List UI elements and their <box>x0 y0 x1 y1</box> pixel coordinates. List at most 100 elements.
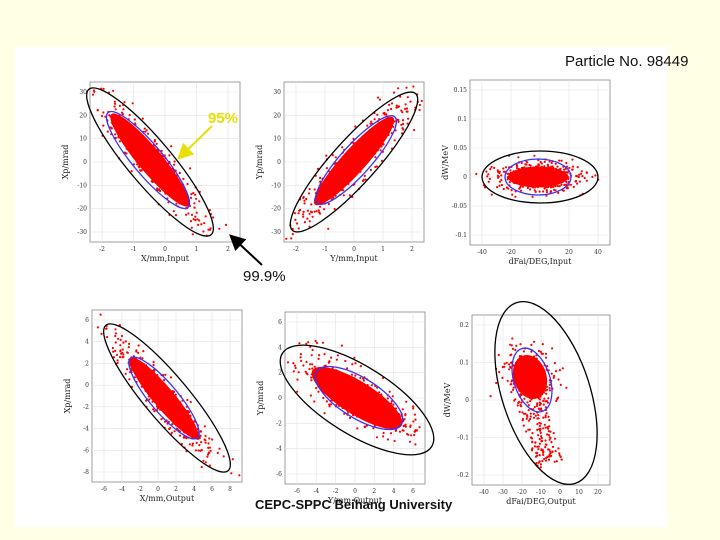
particle-point <box>310 203 313 206</box>
particle-point <box>106 130 109 133</box>
x-tick-label: 0 <box>558 489 562 496</box>
particle-point <box>302 213 305 216</box>
particle-point <box>392 403 395 406</box>
particle-point <box>163 379 166 382</box>
particle-point <box>519 343 522 346</box>
particle-point <box>297 371 300 374</box>
particle-point <box>189 167 192 170</box>
particle-point <box>547 458 551 461</box>
particle-point <box>390 102 394 105</box>
particle-point <box>145 399 148 402</box>
y-tick-label: 0.1 <box>457 116 467 123</box>
particle-point <box>189 400 192 404</box>
particle-point <box>192 218 195 221</box>
particle-point <box>553 188 556 192</box>
particle-point <box>525 430 528 433</box>
particle-point <box>555 399 558 403</box>
particle-point <box>557 378 560 381</box>
particle-point <box>526 401 529 404</box>
particle-point <box>238 474 241 477</box>
particle-point <box>543 187 546 190</box>
particle-point <box>537 164 541 167</box>
particle-point <box>539 431 542 434</box>
particle-point <box>575 179 578 183</box>
particle-point <box>561 367 564 370</box>
particle-point <box>554 450 557 453</box>
y-tick-label: 0 <box>465 397 469 404</box>
particle-point <box>100 115 104 118</box>
particle-point <box>395 106 398 109</box>
particle-point <box>126 368 129 371</box>
particle-point <box>539 463 543 466</box>
particle-point <box>538 190 541 193</box>
y-tick-label: 2 <box>85 360 89 367</box>
particle-point <box>525 417 528 420</box>
particle-point <box>509 169 512 172</box>
particle-point <box>194 215 197 218</box>
particle-point <box>354 374 357 377</box>
particle-point <box>541 343 544 346</box>
particle-point <box>500 174 503 177</box>
particle-point <box>520 161 523 165</box>
particle-point <box>306 209 309 212</box>
particle-point <box>198 200 201 203</box>
particle-point <box>105 327 108 330</box>
particle-point <box>544 439 547 442</box>
particle-point <box>178 434 182 437</box>
particle-point <box>194 193 197 196</box>
particle-point <box>197 449 200 452</box>
particle-point <box>307 192 311 195</box>
ellipse-99-9-percent <box>103 323 231 473</box>
particle-point <box>106 335 109 339</box>
particle-point <box>123 101 126 104</box>
particle-point <box>342 194 345 197</box>
particle-point <box>540 162 544 165</box>
particle-point <box>309 394 312 397</box>
particle-point <box>114 136 117 140</box>
particle-point <box>547 427 550 430</box>
particle-point <box>382 435 385 438</box>
particle-point <box>541 459 544 463</box>
particle-point <box>293 364 297 367</box>
particle-point <box>412 85 415 88</box>
particle-point <box>374 156 377 159</box>
particle-point <box>118 104 121 107</box>
particle-point <box>581 175 584 178</box>
particle-point <box>204 461 207 464</box>
particle-point <box>413 128 416 132</box>
particle-point <box>114 328 117 331</box>
particle-point <box>116 359 119 362</box>
particle-point <box>556 184 559 188</box>
particle-point <box>534 414 537 417</box>
particle-point <box>389 432 393 435</box>
particle-point <box>319 205 322 208</box>
ellipse-99-9-percent <box>494 300 598 486</box>
particle-point <box>99 313 102 316</box>
particle-point <box>545 392 548 395</box>
particle-point <box>141 357 144 360</box>
particle-point <box>171 423 174 426</box>
particle-point <box>216 451 219 454</box>
particle-point <box>501 376 504 379</box>
particle-point <box>513 399 516 402</box>
y-tick-label: 4 <box>85 339 89 346</box>
particle-point <box>558 454 561 457</box>
particle-point <box>113 102 117 105</box>
particle-point <box>506 178 509 181</box>
particle-point <box>302 196 305 199</box>
particle-point <box>490 165 493 169</box>
particle-point <box>530 350 533 353</box>
particle-point <box>412 420 415 423</box>
particle-point <box>297 227 300 230</box>
particle-point <box>520 401 523 404</box>
particle-point <box>532 412 535 415</box>
y-tick-label: -0.05 <box>452 203 468 210</box>
particle-point <box>397 87 400 90</box>
particle-point <box>530 343 533 346</box>
particle-point <box>531 195 534 198</box>
particle-point <box>208 209 211 212</box>
particle-point <box>526 186 530 190</box>
particle-point <box>546 401 550 404</box>
